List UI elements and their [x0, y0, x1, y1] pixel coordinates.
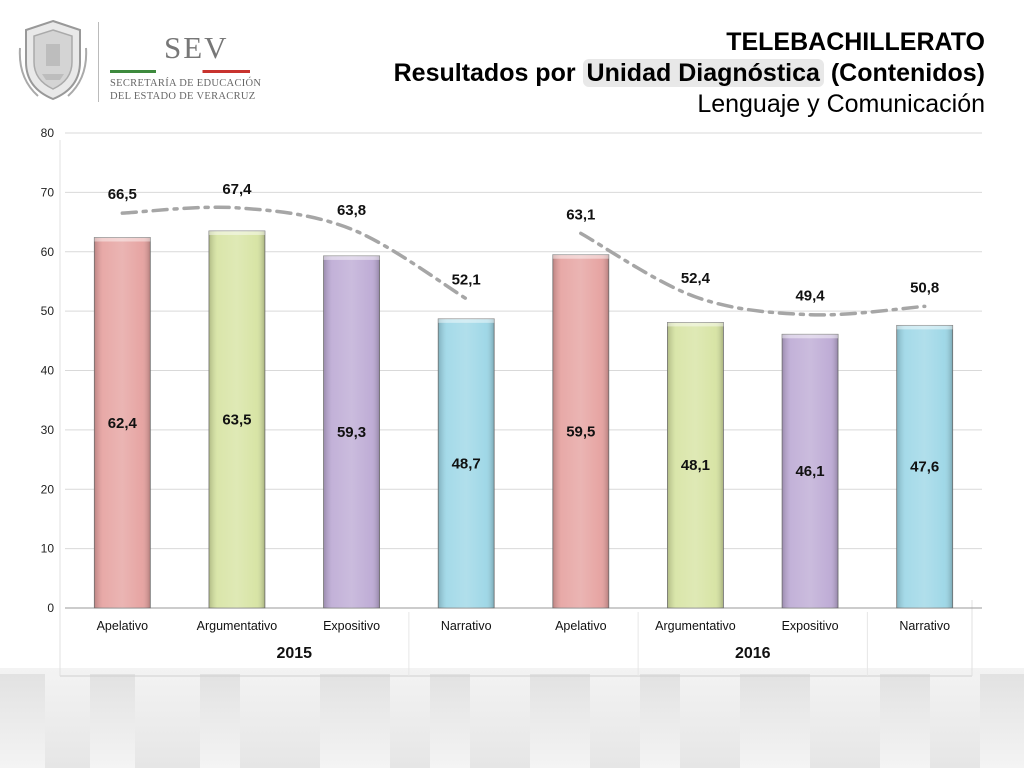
x-tick-label: Narrativo	[441, 619, 492, 633]
x-tick-label: Expositivo	[782, 619, 839, 633]
bar-shine	[438, 318, 495, 608]
bar-shine	[896, 325, 953, 608]
bar-value-label: 62,4	[108, 415, 138, 432]
y-tick-label: 70	[41, 185, 55, 199]
line-series-segment	[120, 205, 468, 301]
group-label: 2015	[276, 645, 312, 662]
bar-top-highlight	[896, 325, 953, 330]
line-value-label: 66,5	[108, 186, 137, 203]
bar-shine	[94, 237, 151, 608]
line-value-label: 52,1	[452, 272, 481, 289]
bar-value-label: 47,6	[910, 459, 939, 476]
y-tick-label: 30	[41, 423, 55, 437]
line-value-label: 50,8	[910, 279, 939, 296]
bar-value-label: 46,1	[795, 463, 824, 480]
bar-shine	[208, 230, 265, 608]
logo-org-line1: SECRETARÍA DE EDUCACIÓN	[110, 78, 262, 89]
footer-background	[0, 668, 1024, 768]
line-value-label: 52,4	[681, 270, 711, 287]
line-value-label: 63,8	[337, 202, 366, 219]
line-series-segment	[579, 231, 927, 317]
y-tick-label: 20	[41, 482, 55, 496]
x-tick-label: Apelativo	[555, 619, 606, 633]
sev-logo: SEV SECRETARÍA DE EDUCACIÓN DEL ESTADO D…	[14, 14, 262, 108]
bar-top-highlight	[667, 322, 724, 327]
line-value-label: 63,1	[566, 206, 595, 223]
bar-top-highlight	[94, 237, 151, 242]
title-line-2-highlight: Unidad Diagnóstica	[582, 59, 824, 87]
line-value-label: 67,4	[222, 181, 252, 198]
bar-top-highlight	[438, 318, 495, 323]
x-tick-label: Argumentativo	[655, 619, 736, 633]
y-tick-label: 50	[41, 304, 55, 318]
bar-shine	[323, 255, 380, 608]
bar-shine	[667, 322, 724, 608]
y-tick-label: 0	[47, 601, 54, 615]
group-label: 2016	[735, 645, 771, 662]
x-tick-label: Expositivo	[323, 619, 380, 633]
veracruz-shield-icon	[18, 19, 88, 101]
y-tick-label: 60	[41, 245, 55, 259]
bar-top-highlight	[552, 254, 609, 259]
line-value-label: 49,4	[795, 288, 825, 305]
x-tick-label: Narrativo	[899, 619, 950, 633]
x-tick-label: Argumentativo	[197, 619, 278, 633]
bar-value-label: 48,7	[452, 455, 481, 472]
logo-org-line2: DEL ESTADO DE VERACRUZ	[110, 91, 256, 102]
y-tick-label: 80	[41, 126, 55, 140]
chart-title: TELEBACHILLERATO Resultados por Unidad D…	[394, 27, 985, 120]
title-line-3: Lenguaje y Comunicación	[697, 90, 985, 118]
y-tick-label: 10	[41, 542, 55, 556]
y-tick-label: 40	[41, 364, 55, 378]
bar-value-label: 63,5	[222, 411, 251, 428]
bar-value-label: 59,5	[566, 423, 595, 440]
bar-value-label: 48,1	[681, 457, 710, 474]
x-tick-label: Apelativo	[97, 619, 148, 633]
bar-top-highlight	[208, 230, 265, 235]
bar-shine	[552, 254, 609, 608]
bar-shine	[782, 334, 839, 608]
bar-top-highlight	[323, 255, 380, 260]
title-line-1: TELEBACHILLERATO	[726, 28, 985, 56]
logo-brand: SEV	[164, 30, 229, 65]
bar-value-label: 59,3	[337, 424, 366, 441]
title-line-2-pre: Resultados por	[393, 59, 583, 87]
bar-top-highlight	[782, 334, 839, 339]
title-line-2-post: (Contenidos)	[823, 59, 985, 87]
title-line-2: Resultados por Unidad Diagnóstica (Conte…	[394, 58, 985, 89]
